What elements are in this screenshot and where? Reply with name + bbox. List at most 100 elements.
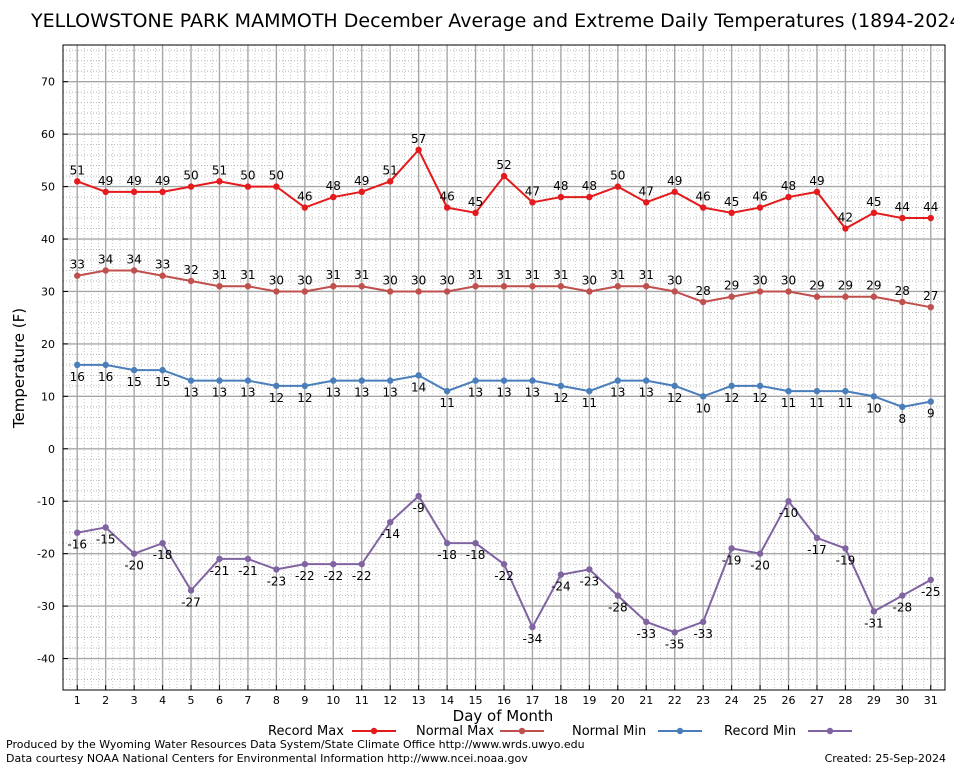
normal-max-data-label: 31 — [525, 268, 540, 282]
record-max-point — [74, 178, 81, 185]
record-min-data-label: -20 — [124, 559, 144, 573]
normal-min-point — [699, 393, 707, 400]
normal-min-point — [643, 377, 650, 384]
record-max-point — [102, 188, 109, 196]
normal-min-point — [842, 387, 849, 395]
record-min-data-label: -35 — [665, 637, 685, 651]
normal-min-data-label: 15 — [126, 375, 141, 389]
x-tick-label: 17 — [525, 694, 539, 707]
record-max-data-label: 46 — [439, 190, 454, 204]
normal-min-point — [614, 377, 622, 384]
x-tick-label: 14 — [440, 694, 454, 707]
normal-max-data-label: 30 — [667, 273, 682, 287]
record-max-data-label: 57 — [411, 132, 426, 146]
y-axis-label: Temperature (F) — [10, 308, 28, 429]
record-max-data-label: 47 — [525, 184, 540, 198]
record-max-point — [330, 193, 337, 201]
y-tick-label: 10 — [41, 390, 55, 403]
normal-max-point — [870, 293, 878, 300]
record-max-point — [472, 209, 479, 217]
normal-min-point — [500, 377, 508, 384]
normal-max-data-label: 28 — [696, 284, 711, 298]
record-min-point — [244, 555, 252, 563]
record-max-point — [756, 204, 764, 211]
record-min-data-label: -19 — [722, 553, 742, 567]
normal-max-point — [244, 283, 252, 290]
normal-min-data-label: 8 — [899, 412, 907, 426]
normal-max-data-label: 28 — [895, 284, 910, 298]
normal-min-point — [386, 377, 394, 384]
normal-min-point — [187, 377, 195, 384]
x-tick-label: 10 — [326, 694, 340, 707]
normal-min-data-label: 13 — [610, 386, 625, 400]
record-max-data-label: 49 — [155, 174, 170, 188]
record-min-data-label: -33 — [636, 627, 656, 641]
normal-max-data-label: 29 — [838, 279, 853, 293]
normal-min-data-label: 13 — [525, 386, 540, 400]
normal-min-point — [301, 382, 309, 390]
y-tick-label: -20 — [37, 548, 55, 561]
record-max-data-label: 50 — [183, 169, 198, 183]
normal-max-point — [301, 288, 309, 295]
normal-max-point — [785, 288, 792, 295]
record-max-data-label: 46 — [752, 190, 767, 204]
normal-max-data-label: 30 — [383, 273, 398, 287]
normal-max-data-label: 31 — [468, 268, 483, 282]
record-max-point — [899, 214, 906, 222]
record-min-point — [927, 576, 934, 584]
record-min-data-label: -24 — [551, 580, 571, 594]
normal-min-point — [586, 387, 593, 395]
normal-min-data-label: 13 — [240, 386, 255, 400]
normal-max-data-label: 31 — [553, 268, 568, 282]
normal-min-point — [358, 377, 365, 384]
x-tick-label: 11 — [355, 694, 369, 707]
record-max-data-label: 47 — [639, 184, 654, 198]
normal-min-point — [529, 377, 536, 384]
normal-min-point — [443, 387, 451, 395]
record-min-data-label: -31 — [864, 616, 884, 630]
y-tick-label: -40 — [37, 653, 55, 666]
record-min-point — [472, 539, 479, 547]
normal-min-point — [330, 377, 337, 384]
x-tick-label: 20 — [611, 694, 625, 707]
record-min-data-label: -27 — [181, 595, 201, 609]
normal-min-data-label: 13 — [212, 386, 227, 400]
x-tick-label: 9 — [301, 694, 308, 707]
normal-min-data-label: 12 — [724, 391, 739, 405]
record-max-point — [728, 209, 735, 217]
record-min-data-label: -17 — [807, 543, 827, 557]
normal-min-data-label: 13 — [496, 386, 511, 400]
normal-max-point — [74, 272, 81, 279]
record-min-point — [74, 529, 81, 536]
x-tick-label: 29 — [867, 694, 881, 707]
record-min-data-label: -33 — [693, 627, 713, 641]
x-tick-label: 2 — [102, 694, 109, 707]
record-max-data-label: 48 — [553, 179, 568, 193]
normal-max-point — [187, 277, 195, 285]
record-min-data-label: -28 — [893, 601, 913, 615]
series-layer — [74, 146, 934, 636]
record-min-data-label: -18 — [437, 548, 457, 562]
x-tick-label: 4 — [159, 694, 166, 707]
normal-min-point — [557, 382, 565, 390]
record-max-data-label: 49 — [126, 174, 141, 188]
record-min-point — [614, 592, 622, 599]
normal-max-data-label: 30 — [411, 273, 426, 287]
normal-max-point — [358, 283, 365, 290]
x-tick-label: 19 — [582, 694, 596, 707]
normal-min-data-label: 12 — [752, 391, 767, 405]
x-tick-label: 21 — [639, 694, 653, 707]
normal-max-data-label: 30 — [752, 273, 767, 287]
x-tick-label: 5 — [188, 694, 195, 707]
record-max-point — [500, 172, 508, 180]
legend-label-record-max: Record Max — [268, 724, 344, 739]
record-min-point — [216, 555, 223, 563]
normal-max-point — [643, 283, 650, 290]
record-max-data-label: 45 — [468, 195, 483, 209]
record-max-point — [301, 204, 309, 211]
normal-min-data-label: 12 — [269, 391, 284, 405]
record-min-point — [443, 539, 451, 547]
legend-label-normal-min: Normal Min — [572, 724, 646, 739]
record-max-point — [614, 183, 622, 190]
record-max-point — [671, 188, 678, 196]
